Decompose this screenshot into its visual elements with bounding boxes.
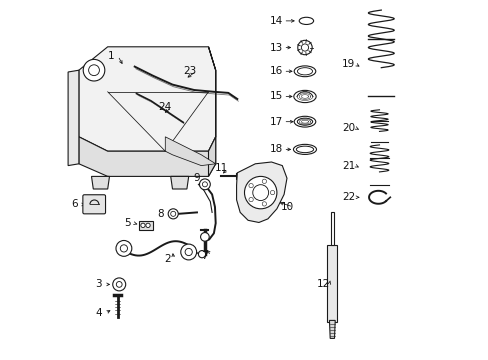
Polygon shape bbox=[330, 212, 333, 245]
Circle shape bbox=[120, 245, 127, 252]
Circle shape bbox=[116, 240, 132, 256]
Ellipse shape bbox=[296, 146, 313, 153]
Text: 2: 2 bbox=[163, 254, 170, 264]
Text: 15: 15 bbox=[270, 91, 283, 102]
Circle shape bbox=[262, 202, 266, 206]
Circle shape bbox=[116, 282, 122, 287]
Circle shape bbox=[202, 182, 207, 187]
Text: 16: 16 bbox=[270, 66, 283, 76]
Polygon shape bbox=[79, 137, 215, 176]
Circle shape bbox=[83, 59, 104, 81]
Circle shape bbox=[145, 223, 150, 228]
Text: 19: 19 bbox=[342, 59, 355, 69]
Text: 21: 21 bbox=[342, 161, 355, 171]
Text: 8: 8 bbox=[157, 209, 164, 219]
Text: 10: 10 bbox=[280, 202, 293, 212]
Circle shape bbox=[252, 185, 268, 201]
Polygon shape bbox=[236, 162, 286, 222]
Circle shape bbox=[199, 179, 210, 190]
Circle shape bbox=[244, 176, 276, 209]
Text: 6: 6 bbox=[71, 199, 78, 210]
Text: 20: 20 bbox=[342, 123, 355, 133]
Circle shape bbox=[270, 190, 274, 195]
Polygon shape bbox=[329, 320, 335, 338]
Polygon shape bbox=[326, 245, 337, 322]
Text: 9: 9 bbox=[193, 173, 200, 183]
Text: 14: 14 bbox=[270, 16, 283, 26]
Circle shape bbox=[301, 44, 308, 51]
Ellipse shape bbox=[293, 90, 316, 103]
Text: 7: 7 bbox=[201, 251, 208, 261]
Polygon shape bbox=[91, 176, 109, 189]
Ellipse shape bbox=[294, 66, 315, 77]
Circle shape bbox=[88, 65, 99, 76]
Ellipse shape bbox=[293, 144, 316, 154]
Text: 3: 3 bbox=[95, 279, 102, 289]
Text: 1: 1 bbox=[108, 51, 114, 61]
Polygon shape bbox=[208, 47, 215, 176]
Circle shape bbox=[297, 40, 311, 55]
Ellipse shape bbox=[299, 17, 313, 24]
Ellipse shape bbox=[294, 116, 315, 127]
Circle shape bbox=[170, 211, 175, 216]
Circle shape bbox=[181, 244, 196, 260]
Polygon shape bbox=[139, 221, 152, 230]
Circle shape bbox=[113, 278, 125, 291]
Circle shape bbox=[262, 179, 266, 184]
Text: 12: 12 bbox=[316, 279, 329, 289]
Text: 11: 11 bbox=[214, 163, 227, 174]
Polygon shape bbox=[68, 70, 79, 166]
Ellipse shape bbox=[297, 118, 312, 125]
Circle shape bbox=[185, 248, 192, 256]
Text: 5: 5 bbox=[124, 218, 131, 228]
Circle shape bbox=[248, 197, 253, 202]
FancyBboxPatch shape bbox=[82, 195, 105, 214]
Circle shape bbox=[168, 209, 178, 219]
Circle shape bbox=[200, 233, 209, 241]
Polygon shape bbox=[170, 176, 188, 189]
Circle shape bbox=[141, 223, 145, 228]
Text: 22: 22 bbox=[342, 192, 355, 202]
Circle shape bbox=[198, 251, 205, 258]
Ellipse shape bbox=[297, 68, 312, 75]
Text: 24: 24 bbox=[158, 102, 172, 112]
Polygon shape bbox=[79, 47, 215, 151]
Text: 23: 23 bbox=[183, 66, 196, 76]
Circle shape bbox=[248, 184, 253, 188]
Text: 18: 18 bbox=[270, 144, 283, 154]
Text: 4: 4 bbox=[95, 308, 102, 318]
Text: 17: 17 bbox=[270, 117, 283, 127]
Polygon shape bbox=[165, 137, 215, 166]
Text: 13: 13 bbox=[270, 42, 283, 53]
